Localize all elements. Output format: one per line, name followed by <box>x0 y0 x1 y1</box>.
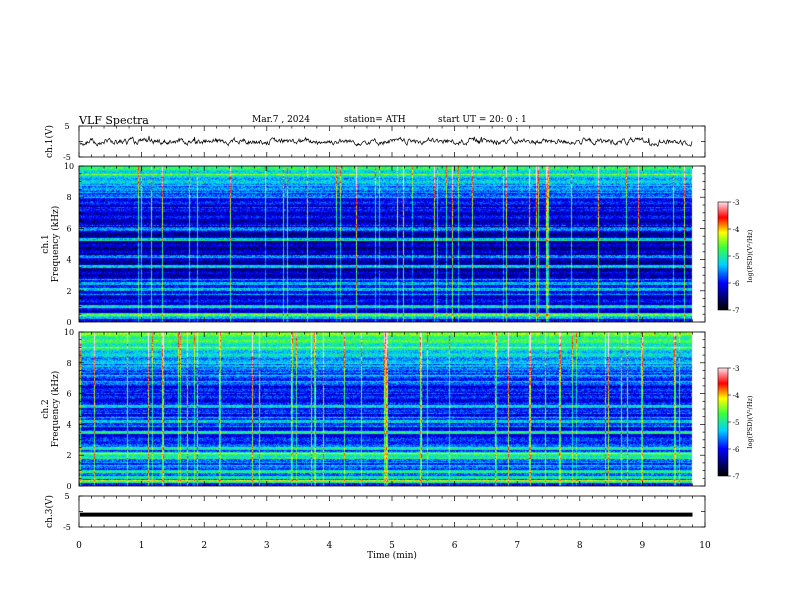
panel-2-ytick: 2 <box>66 287 71 296</box>
panel-2-ylabel-channel: ch.1 <box>41 234 51 253</box>
colorbar-2-tick-label: -5 <box>733 419 740 427</box>
xtick-label: 1 <box>139 541 145 551</box>
xtick-label: 4 <box>327 541 333 551</box>
colorbar-2-image <box>718 368 728 476</box>
panel-3-ytick: 8 <box>66 359 71 368</box>
panel-3-ytick: 6 <box>66 390 71 399</box>
panel-2-ylabel-frequency: Frequency (kHz) <box>50 206 61 283</box>
colorbar-1-image <box>718 202 728 310</box>
colorbar-2-tick-label: -3 <box>733 365 740 373</box>
x-axis-label: Time (min) <box>367 550 417 561</box>
colorbar-2-label: log(PSD)(V²/Hz) <box>746 395 754 448</box>
panel-1-ytick: -5 <box>63 153 71 162</box>
xtick-label: 8 <box>577 541 583 551</box>
panel-4-ytick: 5 <box>64 492 69 501</box>
panel-1-ytick: 5 <box>64 122 69 131</box>
panel-3-ytick: 4 <box>66 420 71 429</box>
panel-2-ytick: 10 <box>64 162 74 171</box>
chart-title: VLF Spectra <box>79 114 149 127</box>
panel-2-ytick: 6 <box>66 224 71 233</box>
panel-2-ytick: 8 <box>66 193 71 202</box>
panel-3-ytick: 2 <box>66 451 71 460</box>
xtick-label: 9 <box>640 541 646 551</box>
xtick-label: 5 <box>389 541 395 551</box>
ch1-waveform-trace <box>79 135 693 148</box>
panel-1-ylabel: ch.1(V) <box>44 125 55 158</box>
colorbar-2-tick-label: -7 <box>733 473 740 481</box>
colorbar-1-tick-label: -4 <box>733 226 740 234</box>
panel-3-ylabel-channel: ch.2 <box>41 399 51 418</box>
colorbar-1-tick-label: -7 <box>733 307 740 315</box>
date-label: Mar.7 , 2024 <box>252 115 310 125</box>
colorbar-1-tick-label: -6 <box>733 280 740 288</box>
ch1-spectrogram-image <box>79 166 693 322</box>
colorbar-2-tick-label: -4 <box>733 392 740 400</box>
xtick-label: 7 <box>514 541 520 551</box>
xtick-label: 3 <box>264 541 270 551</box>
ch2-spectrogram-image <box>79 332 693 486</box>
panel-2-ytick: 4 <box>66 256 71 265</box>
panel-4-ytick: -5 <box>63 523 71 532</box>
colorbar-2-tick-label: -6 <box>733 446 740 454</box>
colorbar-1-label: log(PSD)(V²/Hz) <box>746 229 754 282</box>
xtick-label: 2 <box>201 541 207 551</box>
xtick-label: 10 <box>699 541 711 551</box>
xtick-label: 6 <box>452 541 458 551</box>
panel-3-ylabel-frequency: Frequency (kHz) <box>50 371 61 448</box>
colorbar-1-tick-label: -5 <box>733 253 740 261</box>
panel-4-ylabel: ch.3(V) <box>44 495 55 528</box>
xtick-label: 0 <box>76 541 82 551</box>
panel-3-ytick: 0 <box>66 482 71 491</box>
station-label: station= ATH <box>344 115 406 125</box>
start-time-label: start UT = 20: 0 : 1 <box>438 115 527 125</box>
colorbar-1-tick-label: -3 <box>733 199 740 207</box>
panel-2-ytick: 0 <box>66 318 71 327</box>
panel-3-ytick: 10 <box>64 328 74 337</box>
